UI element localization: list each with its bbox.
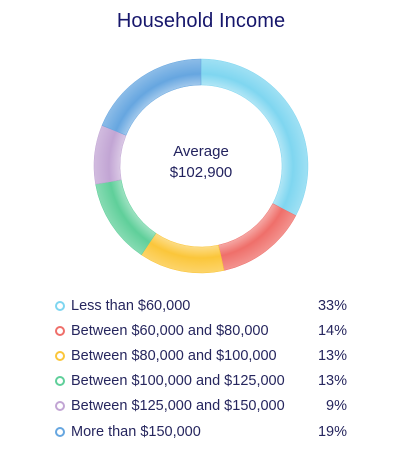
center-value: $102,900 xyxy=(169,164,233,181)
legend-label: Less than $60,000 xyxy=(71,297,191,314)
legend-label: More than $150,000 xyxy=(71,423,201,440)
legend-value: 14% xyxy=(317,322,347,339)
legend-item: Between $125,000 and $150,000 9% xyxy=(55,394,347,419)
chart-title: Household Income xyxy=(116,10,286,32)
legend-value: 13% xyxy=(317,347,347,364)
legend-marker-icon xyxy=(55,401,65,412)
legend-marker-icon xyxy=(55,350,65,361)
donut-slice-2[interactable] xyxy=(218,203,297,271)
donut-svg xyxy=(93,58,309,274)
legend-value: 33% xyxy=(317,297,347,314)
legend-item: More than $150,000 19% xyxy=(55,419,347,444)
legend-item: Between $100,000 and $125,000 13% xyxy=(55,369,347,394)
legend-item: Less than $60,000 33% xyxy=(55,293,347,318)
legend-label: Between $80,000 and $100,000 xyxy=(71,347,277,364)
legend-marker-icon xyxy=(55,300,65,311)
center-label: Average xyxy=(173,143,229,160)
legend-value: 13% xyxy=(317,373,347,390)
legend-marker-icon xyxy=(55,376,65,387)
legend-item: Between $60,000 and $80,000 14% xyxy=(55,318,347,343)
legend-label: Between $100,000 and $125,000 xyxy=(71,373,285,390)
legend-item: Between $80,000 and $100,000 13% xyxy=(55,343,347,368)
donut-slice-6[interactable] xyxy=(101,58,202,136)
legend-marker-icon xyxy=(55,325,65,336)
donut-slice-1[interactable] xyxy=(200,58,309,216)
legend-value: 9% xyxy=(326,398,347,415)
legend: Less than $60,000 33% Between $60,000 an… xyxy=(55,293,347,444)
donut-slice-4[interactable] xyxy=(95,179,157,256)
donut-chart: Average $102,900 xyxy=(80,45,322,287)
donut-center: Average $102,900 xyxy=(80,141,322,183)
legend-label: Between $60,000 and $80,000 xyxy=(71,322,269,339)
legend-marker-icon xyxy=(55,426,65,437)
legend-label: Between $125,000 and $150,000 xyxy=(71,398,285,415)
donut-slice-3[interactable] xyxy=(141,232,225,274)
legend-value: 19% xyxy=(317,423,347,440)
